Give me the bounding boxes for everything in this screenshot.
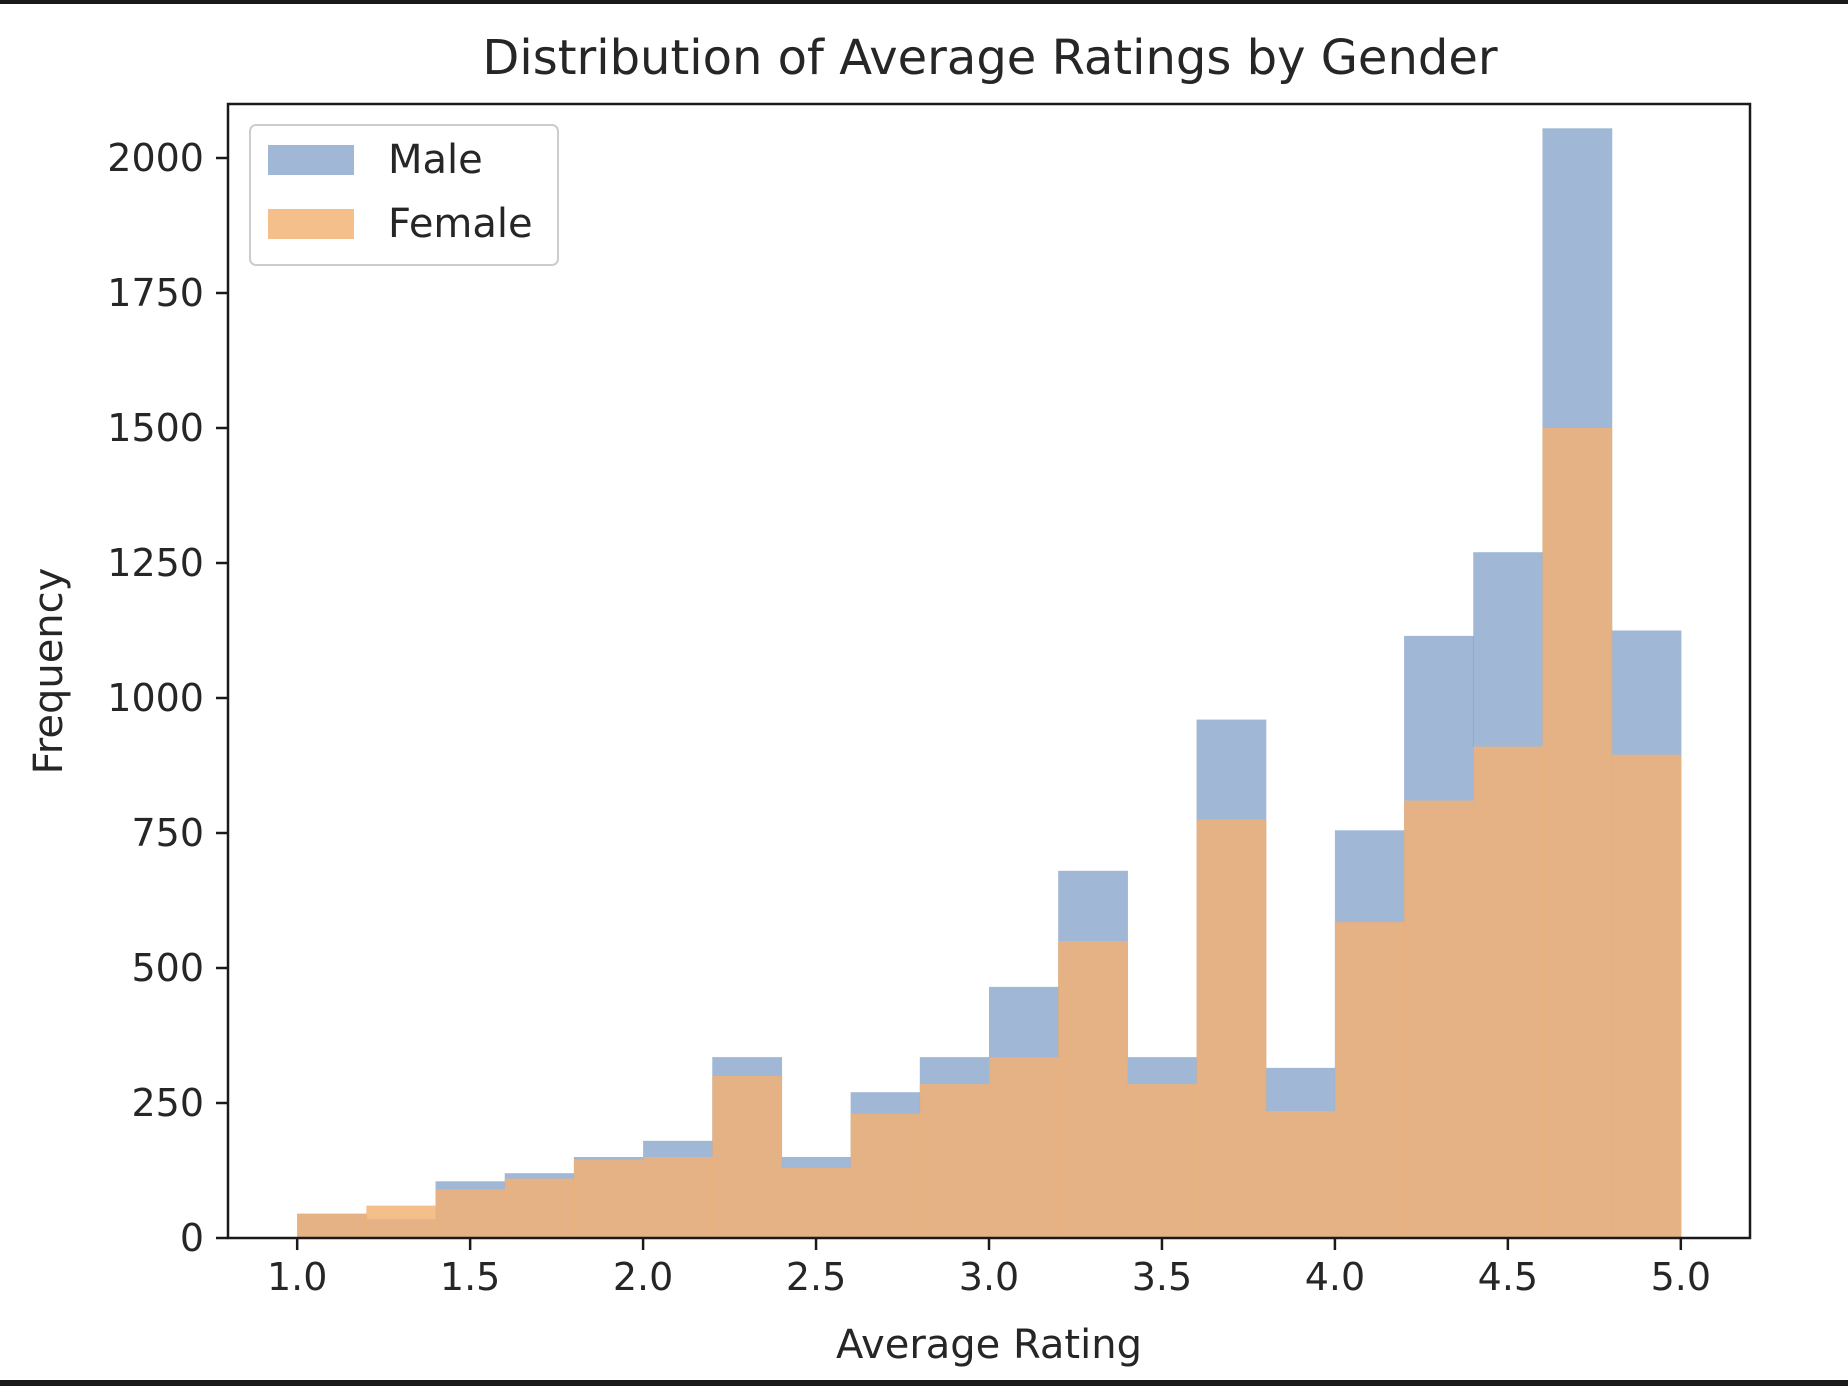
y-tick-label: 0 <box>180 1216 204 1260</box>
y-tick-label: 1500 <box>107 406 204 450</box>
legend-label-male: Male <box>388 137 483 183</box>
bottom-border <box>0 1380 1848 1386</box>
x-tick-label: 1.5 <box>440 1255 500 1299</box>
y-axis-label: Frequency <box>26 568 72 775</box>
bar-female-18 <box>1473 746 1544 1238</box>
bar-female-8 <box>781 1167 852 1238</box>
bar-female-17 <box>1404 800 1474 1238</box>
x-tick-label: 3.5 <box>1132 1255 1192 1299</box>
x-tick-label: 2.0 <box>613 1255 673 1299</box>
bar-female-6 <box>643 1157 713 1238</box>
top-border <box>0 0 1848 4</box>
bar-female-20 <box>1611 754 1682 1238</box>
bar-female-2 <box>366 1205 437 1238</box>
y-tick-label: 500 <box>131 946 204 990</box>
x-tick-label: 4.5 <box>1478 1255 1538 1299</box>
y-axis-ticks: 0 250 500 750 1000 1250 1500 1750 2000 <box>107 136 228 1260</box>
bar-female-1 <box>297 1213 367 1238</box>
legend-label-female: Female <box>388 201 533 247</box>
bar-female-9 <box>850 1113 921 1238</box>
bars-layer <box>297 128 1682 1238</box>
x-tick-label: 5.0 <box>1651 1255 1711 1299</box>
bar-female-19 <box>1542 428 1613 1238</box>
y-tick-label: 2000 <box>107 136 204 180</box>
bar-female-12 <box>1058 941 1128 1238</box>
x-tick-label: 2.5 <box>786 1255 846 1299</box>
legend-swatch-female <box>268 209 354 239</box>
x-tick-label: 1.0 <box>267 1255 327 1299</box>
bar-female-4 <box>504 1178 575 1238</box>
x-tick-label: 3.0 <box>959 1255 1019 1299</box>
bar-female-11 <box>989 1057 1059 1238</box>
bar-female-14 <box>1196 819 1267 1238</box>
bar-female-13 <box>1127 1084 1198 1238</box>
y-tick-label: 1750 <box>107 271 204 315</box>
legend: Male Female <box>249 124 559 266</box>
bar-female-10 <box>919 1084 990 1238</box>
bar-female-16 <box>1334 922 1405 1238</box>
bar-female-15 <box>1265 1111 1336 1238</box>
y-tick-label: 750 <box>131 811 204 855</box>
x-tick-label: 4.0 <box>1305 1255 1365 1299</box>
x-axis-ticks: 1.0 1.5 2.0 2.5 3.0 3.5 4.0 4.5 5.0 <box>267 1238 1711 1299</box>
x-axis-label: Average Rating <box>836 1322 1142 1368</box>
chart-title: Distribution of Average Ratings by Gende… <box>482 30 1497 86</box>
y-tick-label: 1250 <box>107 541 204 585</box>
bar-female-3 <box>435 1189 506 1238</box>
bar-female-7 <box>712 1076 783 1238</box>
series-female <box>297 428 1682 1238</box>
y-tick-label: 1000 <box>107 676 204 720</box>
legend-swatch-male <box>268 145 354 175</box>
y-tick-label: 250 <box>131 1081 204 1125</box>
bar-female-5 <box>573 1159 644 1238</box>
